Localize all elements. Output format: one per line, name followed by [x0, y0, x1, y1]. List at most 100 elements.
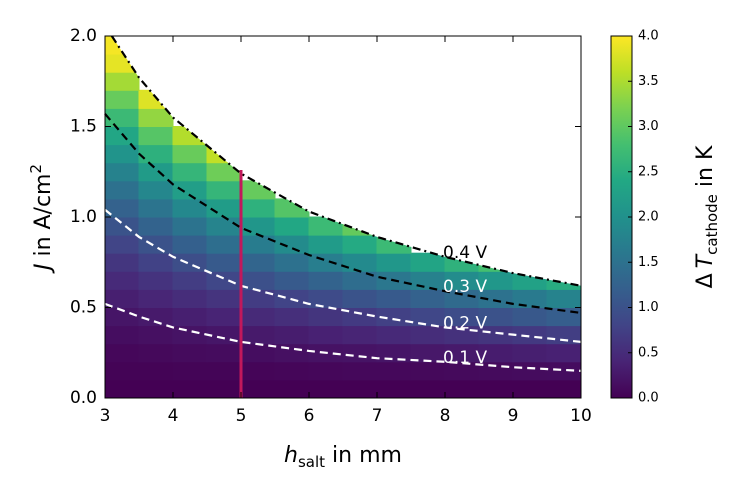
cell: [546, 343, 581, 363]
y-label-superscript: 2: [27, 164, 45, 174]
cell: [478, 343, 514, 363]
colorbar-tick-label: 0.0: [638, 391, 659, 406]
cell: [274, 361, 310, 381]
cell: [308, 234, 344, 254]
x-label-symbol: h: [284, 443, 298, 468]
contour-label: 0.2 V: [443, 313, 487, 333]
cell: [274, 307, 310, 327]
cell: [342, 307, 378, 327]
cell: [138, 216, 174, 236]
cell: [512, 307, 548, 327]
cell: [105, 216, 140, 236]
cell: [138, 162, 174, 182]
cell: [376, 379, 412, 398]
cell: [206, 270, 242, 290]
cell: [274, 325, 310, 345]
cell: [376, 288, 412, 308]
cell: [138, 288, 174, 308]
cell: [274, 234, 310, 254]
cell: [308, 288, 344, 308]
cell: [410, 361, 446, 381]
cell: [342, 343, 378, 363]
cell: [172, 180, 208, 200]
cell: [105, 288, 140, 308]
cell: [478, 270, 514, 290]
x-tick-label: 9: [508, 406, 519, 426]
cell: [410, 307, 446, 327]
cell: [206, 216, 242, 236]
cell: [478, 379, 514, 398]
cell: [240, 216, 276, 236]
cell: [138, 144, 174, 164]
cell: [105, 162, 140, 182]
c-label-prefix: Δ: [693, 273, 718, 288]
cell: [308, 379, 344, 398]
cell: [308, 216, 344, 236]
x-label-subscript: salt: [298, 453, 325, 471]
cell: [105, 252, 140, 272]
cell: [342, 379, 378, 398]
c-label-subscript: cathode: [703, 194, 721, 255]
c-label-text: in K: [693, 145, 718, 187]
cell: [172, 343, 208, 363]
y-label-symbol: J: [31, 264, 56, 275]
cell: [478, 288, 514, 308]
contour-label: 0.4 V: [443, 243, 487, 263]
colorbar-tick-label: 4.0: [638, 29, 659, 44]
overlay: 0.4 V 0.3 V 0.2 V 0.1 V 3 4 5 6 7 8 9 10 0.0 0.5 1.0 1.…: [70, 26, 659, 426]
y-tick-label: 0.5: [70, 298, 97, 318]
cell: [172, 288, 208, 308]
cell: [172, 361, 208, 381]
cell: [105, 198, 140, 218]
cell: [138, 89, 174, 109]
cell: [444, 288, 480, 308]
cell: [105, 379, 140, 398]
cell: [138, 307, 174, 327]
cell: [274, 379, 310, 398]
contour-label: 0.1 V: [443, 348, 487, 368]
cell: [240, 198, 276, 218]
cell: [274, 343, 310, 363]
cell: [240, 361, 276, 381]
x-tick-label: 6: [304, 406, 315, 426]
y-tick-label: 1.5: [70, 117, 97, 137]
cell: [240, 234, 276, 254]
cell: [342, 325, 378, 345]
cell: [546, 379, 581, 398]
cell: [206, 343, 242, 363]
colorbar-label: ΔTcathode in K: [693, 145, 721, 288]
cell: [240, 343, 276, 363]
cell: [138, 379, 174, 398]
cell: [105, 361, 140, 381]
cell: [308, 252, 344, 272]
colorbar-tick-label: 1.5: [638, 255, 659, 270]
cell: [206, 307, 242, 327]
cell: [172, 379, 208, 398]
cell: [308, 307, 344, 327]
cell: [512, 325, 548, 345]
x-tick-label: 3: [100, 406, 111, 426]
cell: [444, 361, 480, 381]
cell: [410, 252, 446, 272]
cell: [206, 162, 242, 182]
cell: [172, 198, 208, 218]
x-tick-label: 4: [168, 406, 179, 426]
y-tick-label: 0.0: [70, 388, 97, 408]
y-label-text: in A/cm: [31, 174, 56, 257]
colorbar-tick-label: 2.0: [638, 210, 659, 225]
cell: [105, 307, 140, 327]
cell: [376, 252, 412, 272]
cell: [376, 361, 412, 381]
cell: [342, 361, 378, 381]
cell: [342, 252, 378, 272]
x-tick-label: 7: [372, 406, 383, 426]
cell: [172, 216, 208, 236]
cell: [206, 234, 242, 254]
y-tick-label: 1.0: [70, 207, 97, 227]
cell: [138, 325, 174, 345]
x-tick-label: 8: [440, 406, 451, 426]
cell: [105, 71, 140, 91]
cell: [172, 162, 208, 182]
cell: [138, 126, 174, 146]
